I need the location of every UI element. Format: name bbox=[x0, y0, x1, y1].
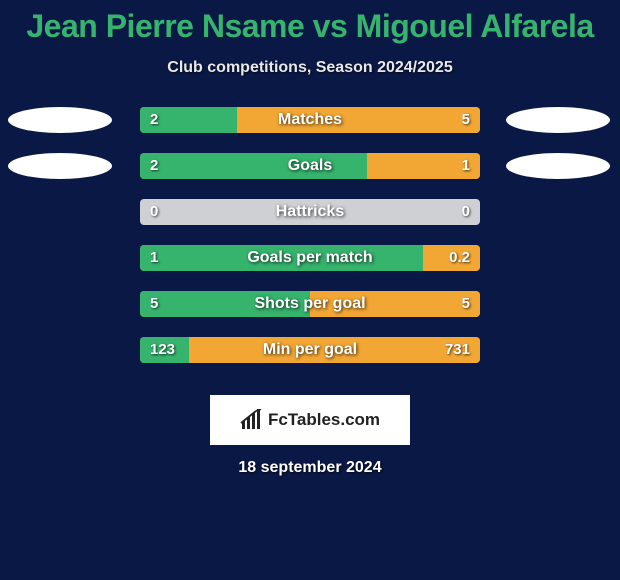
stat-row: 0 0Hattricks bbox=[0, 199, 620, 245]
stat-value-left: 1 bbox=[150, 245, 158, 271]
stat-value-right: 1 bbox=[462, 153, 470, 179]
stat-bar-right bbox=[189, 337, 480, 363]
stat-bar: 0 0Hattricks bbox=[140, 199, 480, 225]
brand-text: FcTables.com bbox=[268, 410, 380, 430]
stat-row: 55Shots per goal bbox=[0, 291, 620, 337]
stat-bar: 25Matches bbox=[140, 107, 480, 133]
stat-label: Hattricks bbox=[140, 199, 480, 225]
page-title: Jean Pierre Nsame vs Migouel Alfarela bbox=[0, 0, 620, 45]
stat-value-left: 5 bbox=[150, 291, 158, 317]
stat-value-right: 0.2 bbox=[449, 245, 470, 271]
stat-bar-left bbox=[140, 245, 423, 271]
player-right-ellipse bbox=[506, 107, 610, 133]
brand-box: FcTables.com bbox=[210, 395, 410, 445]
date-text: 18 september 2024 bbox=[0, 459, 620, 477]
stat-value-right: 5 bbox=[462, 291, 470, 317]
stat-value-right: 731 bbox=[445, 337, 470, 363]
stat-value-right: 5 bbox=[462, 107, 470, 133]
player-right-ellipse bbox=[506, 153, 610, 179]
stat-bar-right bbox=[310, 291, 480, 317]
stat-row: 21Goals bbox=[0, 153, 620, 199]
stat-value-left: 123 bbox=[150, 337, 175, 363]
stat-value-left: 2 bbox=[150, 153, 158, 179]
stat-bar: 21Goals bbox=[140, 153, 480, 179]
chart-icon bbox=[240, 409, 264, 431]
stat-row: 25Matches bbox=[0, 107, 620, 153]
subtitle: Club competitions, Season 2024/2025 bbox=[0, 59, 620, 77]
stat-bar: 55Shots per goal bbox=[140, 291, 480, 317]
stat-bar-left bbox=[140, 153, 367, 179]
stat-row: 10.2Goals per match bbox=[0, 245, 620, 291]
stat-row: 123731Min per goal bbox=[0, 337, 620, 383]
stat-bar-right bbox=[237, 107, 480, 133]
stat-value-left: 0 bbox=[150, 199, 158, 225]
player-left-ellipse bbox=[8, 153, 112, 179]
stat-bar: 10.2Goals per match bbox=[140, 245, 480, 271]
stat-bar: 123731Min per goal bbox=[140, 337, 480, 363]
stat-bar-left bbox=[140, 291, 310, 317]
stats-container: 25Matches21Goals00Hattricks10.2Goals per… bbox=[0, 107, 620, 383]
stat-value-left: 2 bbox=[150, 107, 158, 133]
player-left-ellipse bbox=[8, 107, 112, 133]
stat-value-right: 0 bbox=[462, 199, 470, 225]
